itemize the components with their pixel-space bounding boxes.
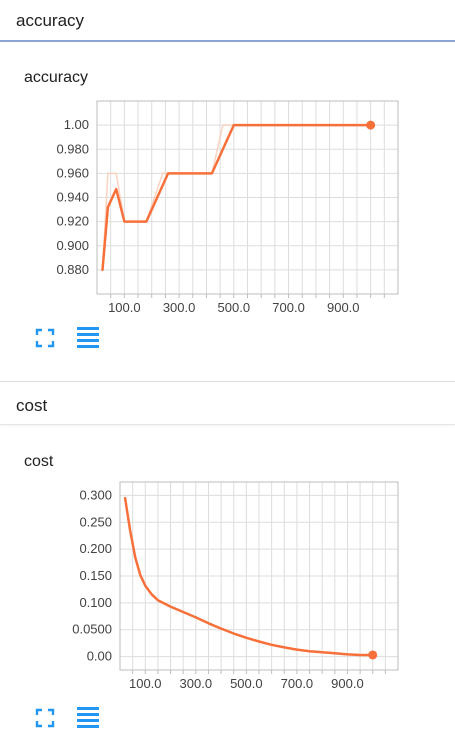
data-list-icon[interactable] (76, 705, 100, 729)
x-tick-label: 900.0 (331, 676, 364, 691)
series-end-point (368, 650, 378, 660)
y-tick-label: 0.00 (87, 649, 112, 664)
y-tick-label: 1.00 (64, 117, 89, 132)
fullscreen-expand-icon[interactable] (34, 327, 56, 349)
fullscreen-expand-icon[interactable] (34, 707, 56, 729)
y-tick-label: 0.880 (56, 262, 89, 277)
x-tick-label: 700.0 (281, 676, 314, 691)
x-tick-label: 100.0 (129, 676, 162, 691)
y-tick-label: 0.920 (56, 214, 89, 229)
y-tick-label: 0.0500 (72, 622, 112, 637)
section-title: cost (16, 396, 48, 415)
section-header-cost[interactable]: cost (0, 381, 455, 425)
x-tick-label: 900.0 (327, 300, 360, 315)
y-tick-label: 0.940 (56, 190, 89, 205)
x-tick-label: 300.0 (163, 300, 196, 315)
y-tick-label: 0.100 (79, 595, 112, 610)
section-title: accuracy (16, 11, 85, 30)
y-tick-label: 0.900 (56, 238, 89, 253)
y-tick-label: 0.980 (56, 141, 89, 156)
x-tick-label: 500.0 (230, 676, 263, 691)
accuracy-chart[interactable]: 0.880 0.900 0.920 0.940 0.960 0.980 1.00 100.0 3… (0, 0, 455, 381)
x-tick-label: 700.0 (272, 300, 305, 315)
y-tick-label: 0.250 (79, 514, 112, 529)
chart-title-accuracy: accuracy (24, 69, 89, 86)
y-tick-label: 0.300 (79, 487, 112, 502)
smoothed-series-line (101, 123, 372, 272)
x-tick-label: 100.0 (108, 300, 141, 315)
y-tick-label: 0.150 (79, 568, 112, 583)
x-tick-label: 300.0 (180, 676, 213, 691)
data-list-icon[interactable] (76, 325, 100, 349)
series-end-point (366, 120, 376, 130)
y-tick-label: 0.960 (56, 165, 89, 180)
smoothed-series-line (123, 496, 374, 657)
raw-series-line (101, 124, 372, 271)
y-tick-label: 0.200 (79, 541, 112, 556)
section-header-accuracy[interactable]: accuracy (0, 0, 455, 42)
chart-title-cost: cost (24, 453, 54, 470)
x-tick-label: 500.0 (218, 300, 251, 315)
